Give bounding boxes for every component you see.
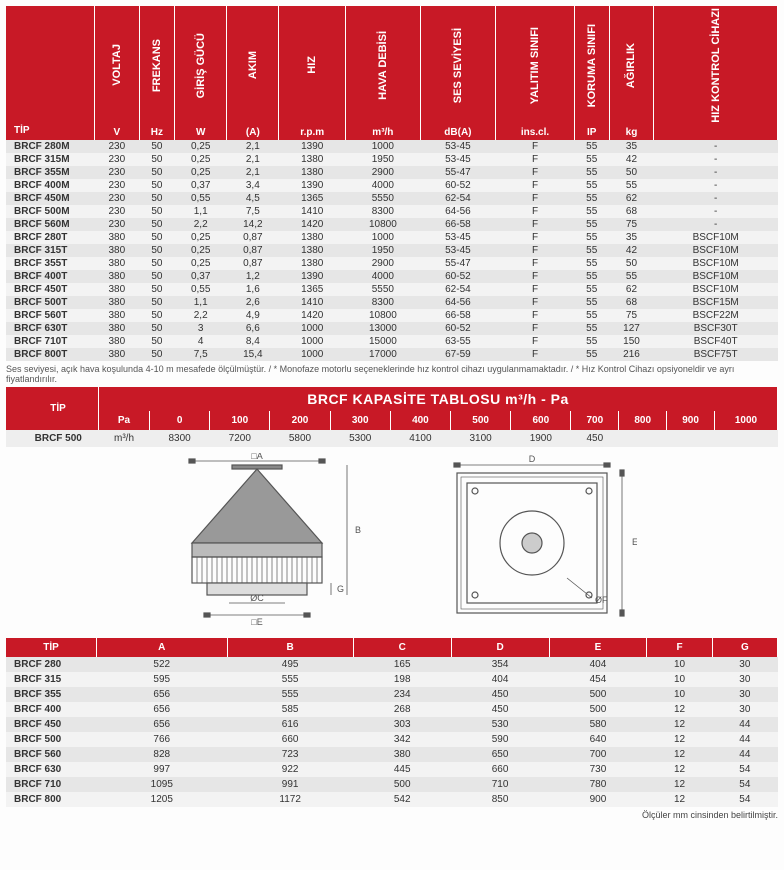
table-row: BRCF 3556565552344505001030 bbox=[6, 687, 778, 702]
dimensions-table: TİP A B C D E F G BRCF 28052249516535440… bbox=[6, 638, 778, 807]
table-row: BRCF 800120511725428509001254 bbox=[6, 792, 778, 807]
svg-text:D: D bbox=[529, 454, 536, 464]
table-row: BRCF 355T380500,250,871380290055-47F5550… bbox=[6, 257, 778, 270]
table-row: BRCF 315T380500,250,871380195053-45F5542… bbox=[6, 244, 778, 257]
col-frekans: FREKANS bbox=[139, 6, 174, 125]
table-row: BRCF 355M230500,252,11380290055-47F5550- bbox=[6, 166, 778, 179]
table-row: BRCF 450T380500,551,61365555062-54F5562B… bbox=[6, 283, 778, 296]
table-row: BRCF 400T380500,371,21390400060-52F5555B… bbox=[6, 270, 778, 283]
table-row: BRCF 500T380501,12,61410830064-56F5568BS… bbox=[6, 296, 778, 309]
table-row: BRCF 3155955551984044541030 bbox=[6, 672, 778, 687]
svg-text:□E: □E bbox=[251, 617, 262, 627]
table-row: BRCF 710T3805048,410001500063-55F55150BS… bbox=[6, 335, 778, 348]
table-row: BRCF 630T3805036,610001300060-52F55127BS… bbox=[6, 322, 778, 335]
table-row: BRCF 5007666603425906401244 bbox=[6, 732, 778, 747]
dimension-diagrams: □A B ØC □E G D E ØF bbox=[6, 453, 778, 628]
table-row: BRCF 4006565852684505001230 bbox=[6, 702, 778, 717]
table-row: BRCF 71010959915007107801254 bbox=[6, 777, 778, 792]
col-giris: GİRİŞ GÜCÜ bbox=[175, 6, 227, 125]
col-akim: AKIM bbox=[227, 6, 279, 125]
svg-text:E: E bbox=[632, 537, 637, 547]
svg-text:ØF: ØF bbox=[595, 595, 608, 605]
svg-text:ØC: ØC bbox=[250, 593, 264, 603]
table-row: BRCF 6309979224456607301254 bbox=[6, 762, 778, 777]
table-row: BRCF 500M230501,17,51410830064-56F5568- bbox=[6, 205, 778, 218]
table-row: BRCF 450M230500,554,51365555062-54F5562- bbox=[6, 192, 778, 205]
footnote: Ses seviyesi, açık hava koşulunda 4-10 m… bbox=[6, 364, 778, 384]
bottom-note: Ölçüler mm cinsinden belirtilmiştir. bbox=[6, 810, 778, 820]
table-row: BRCF 4506566163035305801244 bbox=[6, 717, 778, 732]
col-koruma: KORUMA SINIFI bbox=[574, 6, 609, 125]
spec-table: TİP VOLTAJ FREKANS GİRİŞ GÜCÜ AKIM HIZ H… bbox=[6, 6, 778, 361]
col-voltaj: VOLTAJ bbox=[95, 6, 140, 125]
side-view-diagram: □A B ØC □E G bbox=[147, 453, 377, 628]
table-row: BRCF 2805224951653544041030 bbox=[6, 657, 778, 672]
svg-text:B: B bbox=[355, 525, 361, 535]
svg-text:G: G bbox=[337, 584, 344, 594]
col-hizkontrol: HIZ KONTROL CİHAZI bbox=[654, 6, 778, 125]
col-hava: HAVA DEBİSİ bbox=[346, 6, 421, 125]
table-row: BRCF 800T380507,515,410001700067-59F5521… bbox=[6, 348, 778, 361]
table-row: BRCF 280T380500,250,871380100053-45F5535… bbox=[6, 231, 778, 244]
svg-text:□A: □A bbox=[251, 453, 262, 461]
table-row: BRCF 280M230500,252,11390100053-45F5535- bbox=[6, 140, 778, 153]
top-view-diagram: D E ØF bbox=[437, 453, 637, 628]
table-row: BRCF 560T380502,24,914201080066-58F5575B… bbox=[6, 309, 778, 322]
table-row: BRCF 500 m³/h 8300 7200 5800 5300 4100 3… bbox=[6, 430, 778, 447]
col-agirlik: AĞIRLIK bbox=[609, 6, 654, 125]
table-row: BRCF 400M230500,373,41390400060-52F5555- bbox=[6, 179, 778, 192]
table-row: BRCF 560M230502,214,214201080066-58F5575… bbox=[6, 218, 778, 231]
col-yalitim: YALITIM SINIFI bbox=[496, 6, 575, 125]
col-ses: SES SEVİYESİ bbox=[420, 6, 496, 125]
capacity-table: TİP BRCF KAPASİTE TABLOSU m³/h - Pa Pa 0… bbox=[6, 387, 778, 447]
table-row: BRCF 315M230500,252,11380195053-45F5542- bbox=[6, 153, 778, 166]
table-row: BRCF 5608287233806507001244 bbox=[6, 747, 778, 762]
col-tip: TİP bbox=[6, 6, 95, 140]
col-hiz: HIZ bbox=[279, 6, 346, 125]
